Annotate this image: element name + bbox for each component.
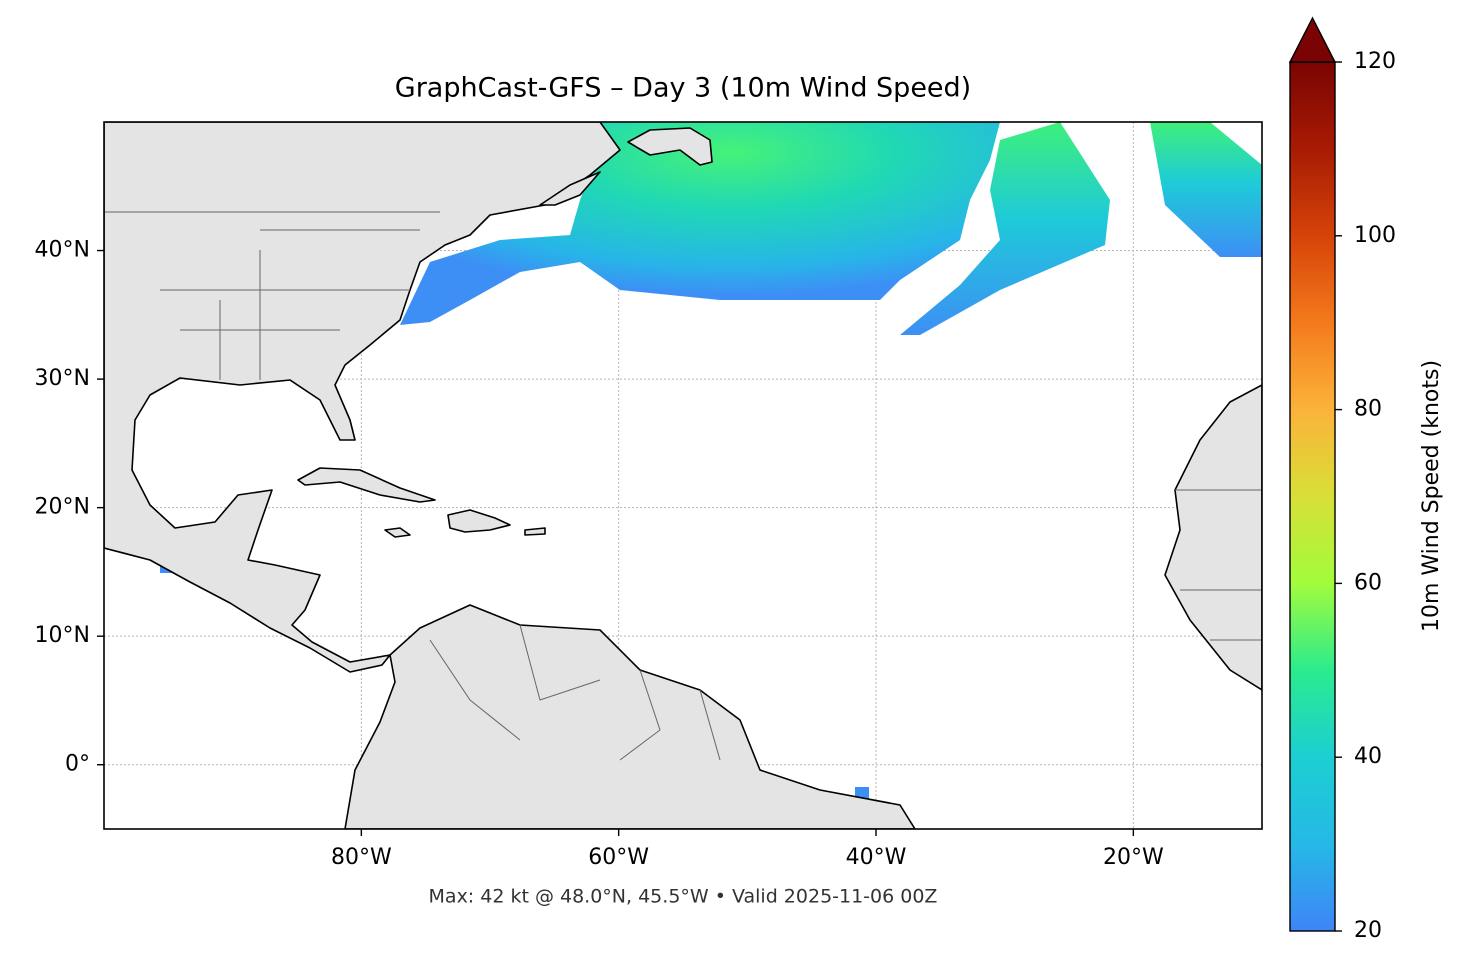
north-america	[104, 122, 621, 673]
y-tick-label: 20°N	[35, 495, 90, 520]
colorbar-extend	[1288, 16, 1337, 63]
cuba	[297, 467, 436, 503]
wind-field	[900, 122, 1110, 335]
axes: 80°W 60°W 40°W 20°W 0° 10°N 20°N 30°N 40°N	[35, 238, 1164, 870]
jamaica	[384, 527, 411, 538]
y-tick-label: 0°	[65, 752, 90, 777]
x-tick-label: 80°W	[331, 845, 392, 870]
x-tick-label: 20°W	[1103, 845, 1164, 870]
colorbar-tick-label: 60	[1354, 570, 1382, 595]
x-tick-label: 40°W	[846, 845, 907, 870]
newfoundland	[627, 127, 713, 166]
wind-field	[855, 787, 869, 799]
puerto-rico	[524, 527, 546, 536]
y-tick-label: 40°N	[35, 238, 90, 263]
borders	[104, 211, 1262, 761]
colorbar-tick-label: 120	[1354, 49, 1396, 74]
colorbar-tick-label: 40	[1354, 744, 1382, 769]
footer-note: Max: 42 kt @ 48.0°N, 45.5°W • Valid 2025…	[429, 886, 938, 908]
wind-field	[1150, 122, 1262, 257]
wind-field	[400, 122, 1000, 325]
colorbar-tick-label: 100	[1354, 223, 1396, 248]
y-tick-label: 10°N	[35, 623, 90, 648]
colorbar-tick-label: 80	[1354, 397, 1382, 422]
africa	[1164, 384, 1262, 691]
colorbar-ramp	[1289, 61, 1336, 932]
hispaniola	[447, 509, 511, 533]
plot-frame	[103, 121, 1263, 830]
colorbar-label: 10m Wind Speed (knots)	[1419, 360, 1444, 632]
y-tick-label: 30°N	[35, 366, 90, 391]
x-tick-label: 60°W	[588, 845, 649, 870]
south-america	[344, 604, 916, 829]
colorbar: 10m Wind Speed (knots) 20 40 60 80 100 120	[1288, 16, 1444, 943]
chart-title: GraphCast-GFS – Day 3 (10m Wind Speed)	[395, 73, 971, 104]
nova-scotia	[539, 171, 601, 206]
colorbar-tick-label: 20	[1354, 918, 1382, 943]
map	[104, 122, 1262, 829]
